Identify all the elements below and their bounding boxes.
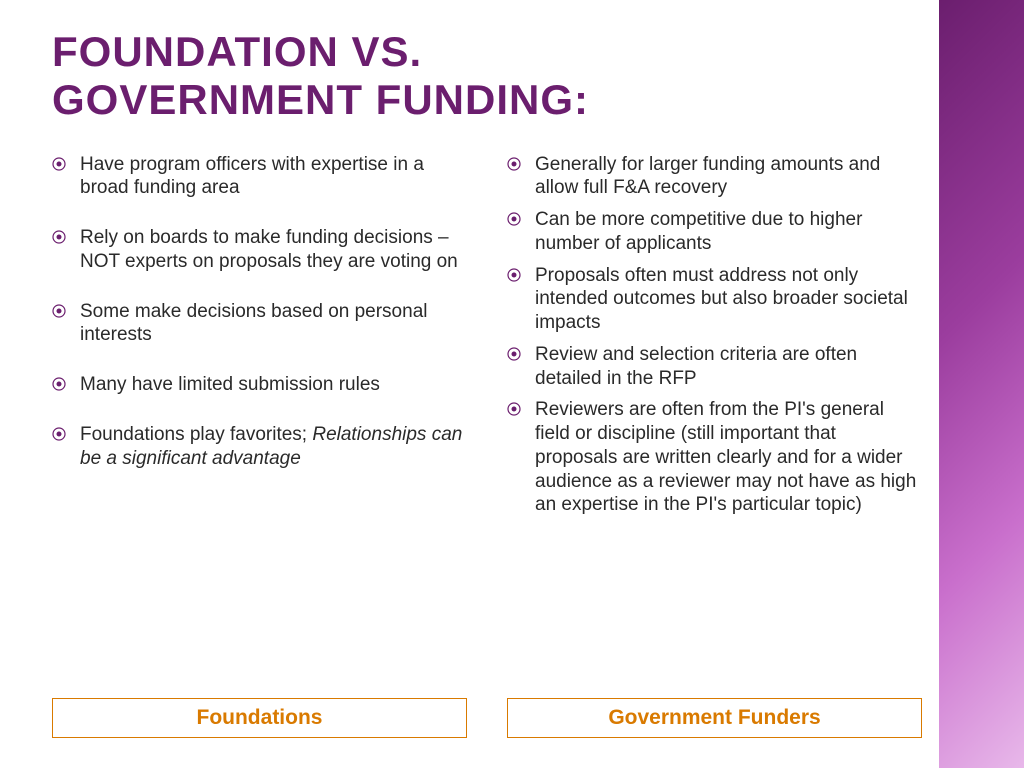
foundations-list: Have program officers with expertise in … bbox=[52, 153, 467, 471]
title-line-1: FOUNDATION VS. bbox=[52, 28, 422, 75]
item-text: Generally for larger funding amounts and… bbox=[535, 154, 880, 199]
list-item: Review and selection criteria are often … bbox=[507, 343, 922, 391]
slide-content: FOUNDATION VS. GOVERNMENT FUNDING: Have … bbox=[52, 28, 932, 525]
bullet-icon bbox=[507, 212, 521, 226]
column-government: Generally for larger funding amounts and… bbox=[507, 153, 922, 526]
accent-bar bbox=[939, 0, 1024, 768]
list-item: Rely on boards to make funding decisions… bbox=[52, 226, 467, 274]
item-text: Have program officers with expertise in … bbox=[80, 154, 424, 199]
slide-title: FOUNDATION VS. GOVERNMENT FUNDING: bbox=[52, 28, 932, 125]
list-item: Proposals often must address not only in… bbox=[507, 264, 922, 335]
list-item: Foundations play favorites; Relationship… bbox=[52, 423, 467, 471]
item-text: Can be more competitive due to higher nu… bbox=[535, 209, 862, 254]
government-list: Generally for larger funding amounts and… bbox=[507, 153, 922, 518]
bullet-icon bbox=[52, 230, 66, 244]
item-text-pre: Foundations play favorites; bbox=[80, 424, 312, 445]
item-text: Many have limited submission rules bbox=[80, 374, 380, 395]
column-labels: Foundations Government Funders bbox=[52, 698, 922, 738]
item-text: Review and selection criteria are often … bbox=[535, 344, 857, 389]
bullet-icon bbox=[507, 268, 521, 282]
list-item: Many have limited submission rules bbox=[52, 373, 467, 397]
label-foundations: Foundations bbox=[52, 698, 467, 738]
bullet-icon bbox=[507, 157, 521, 171]
bullet-icon bbox=[507, 347, 521, 361]
label-government: Government Funders bbox=[507, 698, 922, 738]
columns: Have program officers with expertise in … bbox=[52, 153, 932, 526]
bullet-icon bbox=[52, 377, 66, 391]
item-text: Rely on boards to make funding decisions… bbox=[80, 227, 458, 272]
bullet-icon bbox=[52, 157, 66, 171]
bullet-icon bbox=[52, 427, 66, 441]
item-text: Reviewers are often from the PI's genera… bbox=[535, 399, 916, 515]
bullet-icon bbox=[52, 304, 66, 318]
list-item: Can be more competitive due to higher nu… bbox=[507, 208, 922, 256]
item-text: Proposals often must address not only in… bbox=[535, 265, 908, 334]
title-line-2: GOVERNMENT FUNDING: bbox=[52, 76, 589, 123]
list-item: Generally for larger funding amounts and… bbox=[507, 153, 922, 201]
column-foundations: Have program officers with expertise in … bbox=[52, 153, 467, 526]
list-item: Some make decisions based on personal in… bbox=[52, 300, 467, 348]
bullet-icon bbox=[507, 402, 521, 416]
list-item: Have program officers with expertise in … bbox=[52, 153, 467, 201]
item-text: Some make decisions based on personal in… bbox=[80, 301, 427, 346]
list-item: Reviewers are often from the PI's genera… bbox=[507, 398, 922, 517]
